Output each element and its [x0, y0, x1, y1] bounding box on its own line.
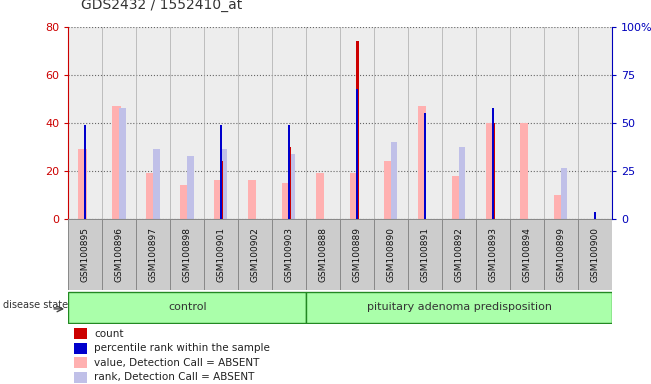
Text: pituitary adenoma predisposition: pituitary adenoma predisposition: [367, 301, 551, 311]
Bar: [238, 219, 272, 290]
Bar: [102, 27, 136, 219]
Bar: [374, 219, 408, 290]
Bar: [238, 27, 272, 219]
Bar: [492, 108, 494, 219]
Bar: [78, 149, 87, 219]
Bar: [68, 27, 102, 219]
Bar: [578, 27, 612, 219]
Text: disease state: disease state: [3, 300, 68, 311]
Bar: [442, 27, 476, 219]
Bar: [408, 219, 442, 290]
Text: GSM100902: GSM100902: [251, 227, 260, 282]
Text: GSM100901: GSM100901: [217, 227, 226, 282]
Bar: [74, 357, 87, 368]
Text: control: control: [168, 301, 206, 311]
Bar: [492, 123, 495, 219]
Bar: [136, 219, 171, 290]
Bar: [282, 183, 290, 219]
Bar: [350, 173, 358, 219]
Text: count: count: [94, 329, 124, 339]
Bar: [220, 161, 223, 219]
Bar: [74, 372, 87, 383]
Bar: [248, 180, 256, 219]
Bar: [356, 89, 358, 219]
Text: GSM100897: GSM100897: [149, 227, 158, 282]
Bar: [74, 328, 87, 339]
Bar: [102, 219, 136, 290]
Bar: [68, 292, 306, 323]
Bar: [146, 173, 154, 219]
Bar: [459, 147, 465, 219]
Bar: [476, 27, 510, 219]
Bar: [204, 219, 238, 290]
Bar: [214, 180, 223, 219]
Bar: [112, 106, 120, 219]
Text: GSM100888: GSM100888: [318, 227, 327, 282]
Bar: [340, 219, 374, 290]
Bar: [424, 113, 426, 219]
Bar: [136, 27, 171, 219]
Bar: [520, 123, 528, 219]
Bar: [68, 219, 102, 290]
Text: rank, Detection Call = ABSENT: rank, Detection Call = ABSENT: [94, 372, 255, 382]
Bar: [374, 27, 408, 219]
Bar: [74, 343, 87, 354]
Bar: [84, 125, 87, 219]
Bar: [384, 161, 393, 219]
Bar: [391, 142, 397, 219]
Bar: [272, 219, 306, 290]
Bar: [306, 219, 340, 290]
Bar: [306, 292, 612, 323]
Text: GSM100891: GSM100891: [421, 227, 430, 282]
Text: GSM100890: GSM100890: [387, 227, 396, 282]
Text: GSM100903: GSM100903: [284, 227, 294, 282]
Bar: [204, 27, 238, 219]
Bar: [220, 125, 222, 219]
Text: GSM100893: GSM100893: [488, 227, 497, 282]
Bar: [119, 108, 126, 219]
Bar: [340, 27, 374, 219]
Bar: [221, 149, 227, 219]
Bar: [554, 195, 562, 219]
Text: GSM100899: GSM100899: [557, 227, 566, 282]
Text: GSM100896: GSM100896: [115, 227, 124, 282]
Bar: [561, 169, 567, 219]
Bar: [452, 176, 460, 219]
Bar: [408, 27, 442, 219]
Bar: [476, 219, 510, 290]
Text: value, Detection Call = ABSENT: value, Detection Call = ABSENT: [94, 358, 260, 368]
Text: GSM100900: GSM100900: [590, 227, 600, 282]
Bar: [306, 27, 340, 219]
Bar: [171, 219, 204, 290]
Bar: [289, 154, 296, 219]
Bar: [316, 173, 324, 219]
Bar: [544, 219, 578, 290]
Text: GSM100898: GSM100898: [183, 227, 192, 282]
Bar: [272, 27, 306, 219]
Bar: [442, 219, 476, 290]
Bar: [510, 219, 544, 290]
Text: GSM100894: GSM100894: [523, 227, 531, 282]
Bar: [180, 185, 188, 219]
Bar: [578, 219, 612, 290]
Bar: [171, 27, 204, 219]
Bar: [288, 125, 290, 219]
Text: percentile rank within the sample: percentile rank within the sample: [94, 343, 270, 353]
Text: GSM100889: GSM100889: [353, 227, 362, 282]
Bar: [288, 147, 291, 219]
Bar: [594, 212, 596, 219]
Text: GSM100895: GSM100895: [81, 227, 90, 282]
Bar: [355, 41, 359, 219]
Text: GDS2432 / 1552410_at: GDS2432 / 1552410_at: [81, 0, 243, 12]
Bar: [153, 149, 159, 219]
Bar: [486, 123, 494, 219]
Bar: [510, 27, 544, 219]
Bar: [418, 106, 426, 219]
Text: GSM100892: GSM100892: [454, 227, 464, 282]
Bar: [187, 157, 193, 219]
Bar: [544, 27, 578, 219]
